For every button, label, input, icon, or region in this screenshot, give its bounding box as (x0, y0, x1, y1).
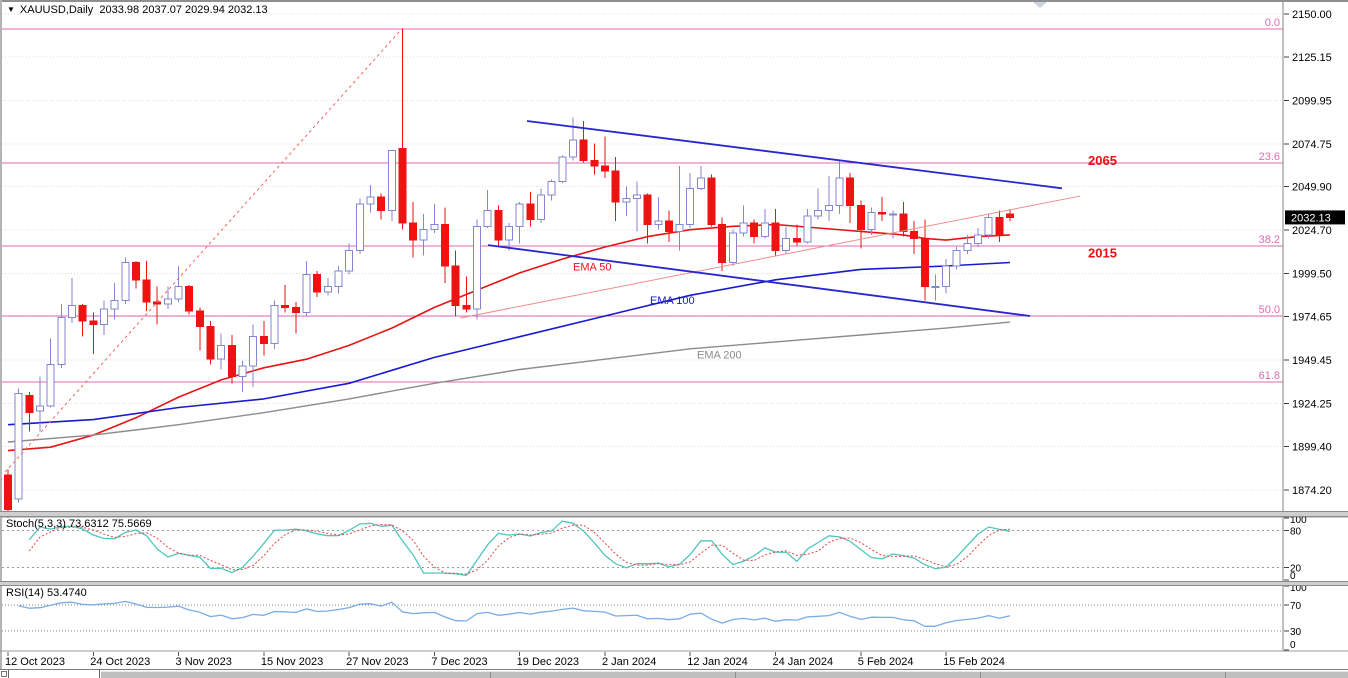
scrollbar-notch (980, 672, 981, 678)
svg-text:12 Jan 2024: 12 Jan 2024 (687, 656, 748, 668)
svg-text:24 Oct 2023: 24 Oct 2023 (90, 656, 150, 668)
svg-text:1974.65: 1974.65 (1292, 312, 1332, 324)
trendline-descending-lower (487, 244, 1031, 317)
svg-text:27 Nov 2023: 27 Nov 2023 (346, 656, 408, 668)
svg-text:50.0: 50.0 (1259, 304, 1280, 316)
svg-text:19 Dec 2023: 19 Dec 2023 (517, 656, 579, 668)
scrollbar-thumb[interactable] (8, 670, 100, 678)
svg-text:EMA 100: EMA 100 (650, 295, 695, 307)
panel-separator[interactable] (0, 581, 1348, 586)
svg-text:70: 70 (1290, 601, 1302, 612)
svg-text:5 Feb 2024: 5 Feb 2024 (858, 656, 914, 668)
svg-text:2125.15: 2125.15 (1292, 52, 1332, 64)
ema-ema-200-line[interactable] (7, 321, 1011, 443)
scroll-to-end-icon[interactable] (1033, 2, 1047, 8)
price-axis[interactable]: 2150.00 2125.15 2099.95 2074.75 2049.90 2024.… (1282, 2, 1332, 651)
svg-text:80: 80 (1290, 526, 1302, 537)
svg-text:100: 100 (1290, 515, 1307, 526)
trendline-descending-resistance (526, 120, 1063, 190)
horizontal-scrollbar[interactable] (0, 669, 1348, 678)
ema-ema-100-line[interactable] (7, 261, 1011, 426)
svg-text:2024.70: 2024.70 (1292, 225, 1332, 237)
scrollbar-track[interactable] (101, 671, 1348, 678)
svg-text:0: 0 (1290, 640, 1296, 651)
symbol-period-label: XAUUSD,Daily (19, 4, 94, 16)
svg-text:12 Oct 2023: 12 Oct 2023 (5, 656, 65, 668)
chart-dropdown-icon[interactable]: ▼ (7, 5, 15, 14)
svg-text:2150.00: 2150.00 (1292, 9, 1332, 21)
chart-title: ▼ XAUUSD,Daily 2033.98 2037.07 2029.94 20… (7, 4, 268, 16)
price-annotation-2065: 2065 (1088, 153, 1117, 168)
current-price-badge: 2032.13 (1285, 210, 1345, 225)
svg-text:1874.20: 1874.20 (1292, 485, 1332, 497)
svg-text:2099.95: 2099.95 (1292, 95, 1332, 107)
chart-labels: EMA 50 EMA 100 EMA 200 2065 2015 (573, 153, 1117, 361)
svg-text:1924.25: 1924.25 (1292, 399, 1332, 411)
svg-text:1999.50: 1999.50 (1292, 269, 1332, 281)
scrollbar-gizmo[interactable] (1, 671, 7, 677)
rsi-indicator-label: RSI(14) 53.4740 (6, 587, 87, 599)
svg-text:15 Nov 2023: 15 Nov 2023 (261, 656, 323, 668)
window-left-border (0, 0, 2, 670)
svg-text:61.8: 61.8 (1259, 370, 1280, 382)
svg-text:2 Jan 2024: 2 Jan 2024 (602, 656, 656, 668)
svg-text:15 Feb 2024: 15 Feb 2024 (943, 656, 1005, 668)
panel-separator[interactable] (0, 511, 1348, 517)
svg-text:38.2: 38.2 (1259, 234, 1280, 246)
svg-text:2049.90: 2049.90 (1292, 182, 1332, 194)
svg-text:20: 20 (1290, 564, 1302, 575)
svg-text:23.6: 23.6 (1259, 151, 1280, 163)
trendlines[interactable] (4, 28, 1081, 473)
svg-text:0: 0 (1290, 571, 1296, 582)
stoch-indicator-label: Stoch(5,3,3) 73.6312 75.5669 (6, 518, 152, 530)
svg-text:2074.75: 2074.75 (1292, 139, 1332, 151)
rsi-panel[interactable]: 100 70 30 0 (2, 583, 1348, 651)
svg-text:1949.45: 1949.45 (1292, 355, 1332, 367)
svg-text:1899.40: 1899.40 (1292, 441, 1332, 453)
window-top-border (0, 0, 1348, 2)
ema-ema-50-line[interactable] (7, 223, 1011, 452)
trendline-ascending-support (459, 195, 1081, 319)
svg-text:2032.13: 2032.13 (1291, 212, 1331, 224)
svg-text:24 Jan 2024: 24 Jan 2024 (773, 656, 834, 668)
svg-text:0.0: 0.0 (1265, 17, 1280, 29)
svg-text:EMA 50: EMA 50 (573, 261, 612, 273)
svg-text:30: 30 (1290, 627, 1302, 638)
date-axis[interactable]: 12 Oct 2023 24 Oct 2023 3 Nov 2023 15 Nov 2… (0, 650, 1348, 668)
scrollbar-notch (735, 672, 736, 678)
svg-text:7 Dec 2023: 7 Dec 2023 (431, 656, 487, 668)
scrollbar-notch (1225, 672, 1226, 678)
svg-text:3 Nov 2023: 3 Nov 2023 (176, 656, 232, 668)
svg-text:EMA 200: EMA 200 (697, 349, 742, 361)
scrollbar-border (0, 669, 1348, 670)
candles-layer[interactable] (4, 28, 1015, 518)
ohlc-values: 2033.98 2037.07 2029.94 2032.13 (99, 4, 268, 16)
svg-text:100: 100 (1290, 583, 1307, 594)
scrollbar-notch (490, 672, 491, 678)
fibonacci-levels[interactable]: 0.0 23.6 38.2 50.0 61.8 (2, 17, 1283, 383)
price-annotation-2015: 2015 (1088, 245, 1117, 260)
